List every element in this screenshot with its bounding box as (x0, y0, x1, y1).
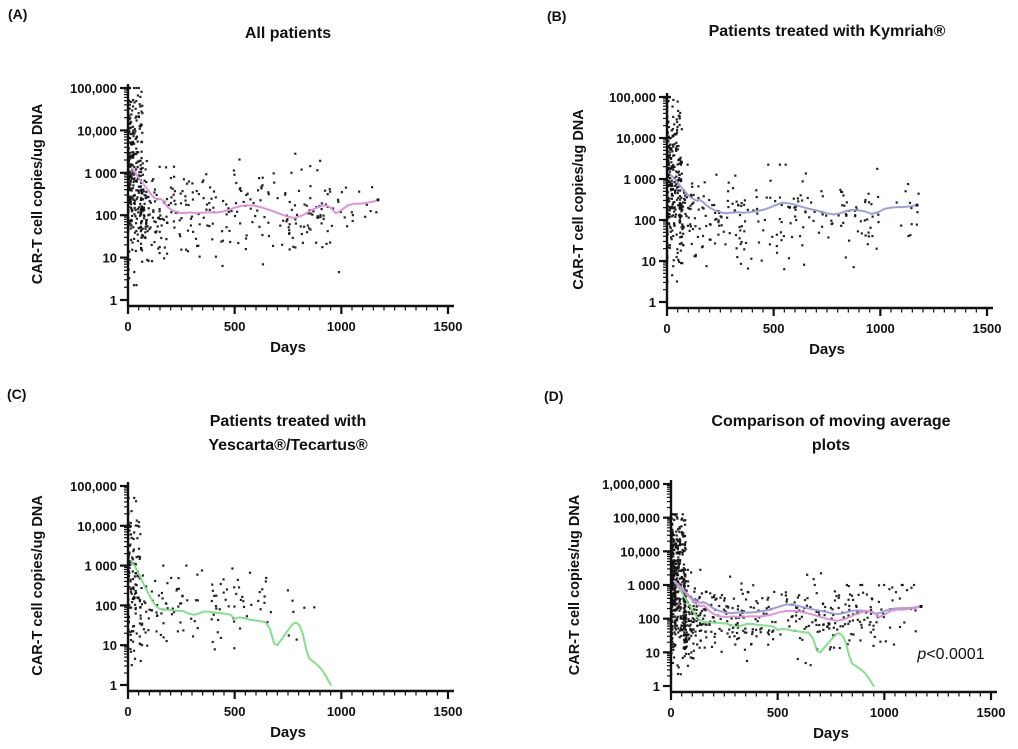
y-axis-label: CAR-T cell copies/ug DNA (30, 495, 46, 676)
p-value-prefix: p (917, 646, 927, 663)
x-tick-label: 500 (767, 705, 789, 720)
y-tick-label: 100 (638, 612, 660, 627)
y-tick-label: 100 (95, 598, 117, 613)
axes: 1 10 100 1 000 10,000 100,000 0 500 1000 1500 (609, 90, 1001, 336)
y-tick-label: 10 (646, 645, 660, 660)
y-tick-label: 100,000 (609, 90, 656, 105)
y-tick-label: 10 (103, 638, 117, 653)
panel-d-title-line2: plots (811, 437, 851, 454)
y-tick-label: 10,000 (77, 123, 117, 138)
x-axis-label: Days (809, 341, 845, 358)
y-tick-label: 10,000 (616, 131, 656, 146)
y-axis-label: CAR-T cell copies/ug DNA (30, 103, 46, 284)
y-tick-label: 10 (642, 254, 656, 269)
scatter-points (670, 513, 917, 676)
y-tick-label: 100 (95, 208, 117, 223)
x-axis-label: Days (813, 725, 849, 742)
axes: 1 10 100 1 000 10,000 100,000 1,000,000 0 500 100… (602, 477, 1005, 720)
p-value-annotation: p<0.0001 (905, 646, 997, 664)
x-axis-label: Days (270, 724, 306, 741)
moving-average-line-yescarta (130, 560, 332, 686)
y-tick-label: 100,000 (70, 479, 117, 494)
x-axis-label: Days (270, 339, 306, 356)
scatter-points (127, 86, 378, 287)
line-end-dot (919, 605, 923, 608)
plot-a: 1 10 100 1 000 10,000 100,000 0 500 1000 1500 Days… (30, 81, 462, 356)
y-tick-label: 10 (103, 251, 117, 266)
x-tick-label: 0 (124, 319, 131, 334)
y-tick-label: 100,000 (613, 511, 660, 526)
moving-average-line-all (673, 580, 922, 622)
panel-d-letter: (D) (544, 388, 564, 404)
y-tick-label: 1 (110, 293, 117, 308)
plot-d: 1 10 100 1 000 10,000 100,000 1,000,000 0 500 100… (567, 477, 1005, 742)
y-tick-label: 1 000 (627, 578, 660, 593)
x-tick-label: 500 (224, 704, 246, 719)
plot-b: 1 10 100 1 000 10,000 100,000 0 500 1000 1500 Days… (571, 90, 1001, 358)
y-tick-label: 100 (634, 213, 656, 228)
y-tick-label: 1 (110, 678, 117, 693)
x-tick-label: 0 (663, 321, 670, 336)
panel-d: (D) Comparison of moving average plots 1… (509, 374, 1018, 749)
y-tick-label: 1 000 (84, 559, 117, 574)
panel-d-title: Comparison of moving average plots (671, 410, 991, 458)
y-tick-label: 1,000,000 (602, 477, 660, 492)
x-tick-label: 1000 (327, 704, 356, 719)
panel-b: (B) Patients treated with Kymriah® 1 10 10… (509, 0, 1018, 374)
y-tick-label: 1 000 (84, 166, 117, 181)
moving-average-line-yescarta (673, 580, 875, 687)
panel-b-letter: (B) (547, 8, 567, 24)
y-tick-label: 1 (649, 295, 656, 310)
x-tick-label: 1000 (870, 705, 899, 720)
y-axis-label: CAR-T cell copies/ug DNA (571, 109, 587, 290)
line-end-dot (915, 203, 919, 207)
x-tick-label: 1000 (866, 321, 895, 336)
y-tick-label: 1 000 (623, 172, 656, 187)
x-tick-label: 500 (224, 319, 246, 334)
panel-a-title: All patients (128, 22, 448, 46)
plot-c: 1 10 100 1 000 10,000 100,000 0 500 1000 1500 Days… (30, 479, 462, 741)
y-tick-label: 1 (653, 679, 660, 694)
y-axis-label: CAR-T cell copies/ug DNA (567, 494, 583, 675)
panel-c-title: Patients treated with Yescarta®/Tecartus… (128, 410, 448, 458)
line-end-dot (376, 198, 380, 202)
panel-c: (C) Patients treated with Yescarta®/Teca… (0, 374, 509, 749)
p-value-text: <0.0001 (926, 646, 985, 663)
panel-a: (A) All patients 1 10 100 1 000 10,000 100,00… (0, 0, 509, 374)
panel-b-title-line1: Patients treated with Kymriah® (708, 23, 946, 40)
y-tick-label: 10,000 (77, 519, 117, 534)
scatter-points (127, 496, 316, 667)
panel-c-title-line2: Yescarta®/Tecartus® (208, 437, 368, 454)
moving-average-line-kymriah (669, 174, 918, 216)
panel-d-title-line1: Comparison of moving average (711, 413, 951, 430)
moving-average-line-all (130, 167, 379, 219)
panel-b-title: Patients treated with Kymriah® (667, 20, 987, 44)
y-tick-label: 10,000 (620, 544, 660, 559)
panel-a-letter: (A) (8, 6, 28, 22)
x-tick-label: 0 (667, 705, 674, 720)
axes: 1 10 100 1 000 10,000 100,000 0 500 1000 1500 (70, 81, 462, 334)
x-tick-label: 1000 (327, 319, 356, 334)
x-tick-label: 500 (763, 321, 785, 336)
x-tick-label: 1500 (434, 704, 463, 719)
y-tick-label: 100,000 (70, 81, 117, 96)
scatter-points (666, 95, 920, 283)
panel-c-title-line1: Patients treated with (209, 413, 367, 430)
panel-c-letter: (C) (7, 386, 27, 402)
x-tick-label: 1500 (973, 321, 1002, 336)
panel-a-title-line1: All patients (244, 25, 332, 42)
x-tick-label: 0 (124, 704, 131, 719)
x-tick-label: 1500 (977, 705, 1006, 720)
x-tick-label: 1500 (434, 319, 463, 334)
axes: 1 10 100 1 000 10,000 100,000 0 500 1000 1500 (70, 479, 462, 719)
